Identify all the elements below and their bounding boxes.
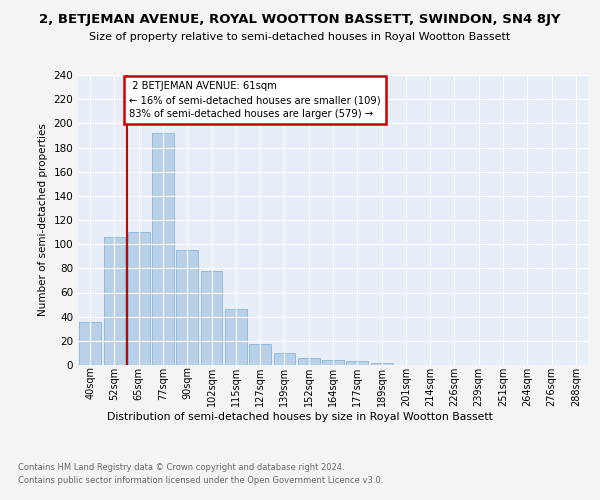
Bar <box>346 362 368 365</box>
Bar <box>176 250 198 365</box>
Bar <box>128 232 149 365</box>
Bar <box>298 358 320 365</box>
Bar <box>249 344 271 365</box>
Text: Contains public sector information licensed under the Open Government Licence v3: Contains public sector information licen… <box>18 476 383 485</box>
Text: Distribution of semi-detached houses by size in Royal Wootton Bassett: Distribution of semi-detached houses by … <box>107 412 493 422</box>
Text: Size of property relative to semi-detached houses in Royal Wootton Bassett: Size of property relative to semi-detach… <box>89 32 511 42</box>
Bar <box>274 353 295 365</box>
Bar <box>371 362 392 365</box>
Text: Contains HM Land Registry data © Crown copyright and database right 2024.: Contains HM Land Registry data © Crown c… <box>18 462 344 471</box>
Y-axis label: Number of semi-detached properties: Number of semi-detached properties <box>38 124 48 316</box>
Bar <box>152 133 174 365</box>
Bar <box>322 360 344 365</box>
Text: 2 BETJEMAN AVENUE: 61sqm
← 16% of semi-detached houses are smaller (109)
83% of : 2 BETJEMAN AVENUE: 61sqm ← 16% of semi-d… <box>129 81 380 119</box>
Bar <box>79 322 101 365</box>
Bar <box>200 271 223 365</box>
Bar <box>104 237 125 365</box>
Text: 2, BETJEMAN AVENUE, ROYAL WOOTTON BASSETT, SWINDON, SN4 8JY: 2, BETJEMAN AVENUE, ROYAL WOOTTON BASSET… <box>39 12 561 26</box>
Bar <box>225 310 247 365</box>
